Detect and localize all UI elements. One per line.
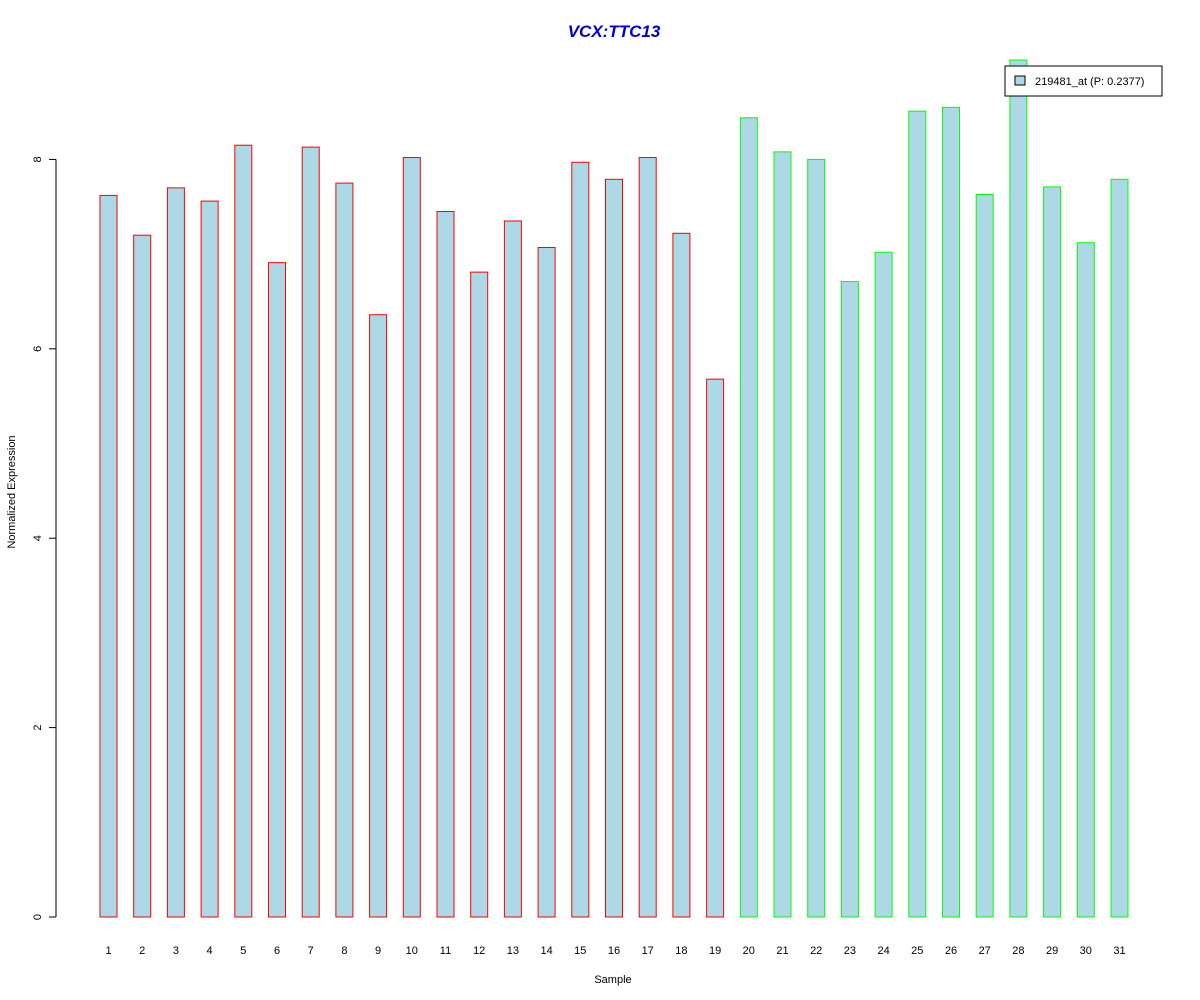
bar-sample-14 bbox=[537, 246, 556, 918]
x-tick-label: 26 bbox=[945, 945, 957, 957]
x-tick-label: 31 bbox=[1113, 945, 1125, 957]
x-tick-label: 12 bbox=[473, 945, 485, 957]
y-tick-label: 8 bbox=[32, 156, 44, 162]
bar-sample-29 bbox=[1043, 186, 1062, 918]
chart-title: VCX:TTC13 bbox=[568, 22, 661, 41]
x-tick-label: 18 bbox=[675, 945, 687, 957]
x-tick-label: 27 bbox=[979, 945, 991, 957]
x-tick-label: 22 bbox=[810, 945, 822, 957]
bar-sample-2 bbox=[133, 234, 152, 918]
bar-sample-22 bbox=[807, 158, 826, 918]
x-tick-label: 30 bbox=[1080, 945, 1092, 957]
y-axis: 0 2 4 6 8 bbox=[32, 156, 57, 920]
x-tick-label: 4 bbox=[207, 945, 213, 957]
x-tick-label: 5 bbox=[240, 945, 246, 957]
bar-sample-31 bbox=[1110, 178, 1129, 918]
bar-sample-23 bbox=[840, 281, 859, 918]
y-tick-label: 4 bbox=[32, 535, 44, 541]
y-tick-label: 6 bbox=[32, 346, 44, 352]
y-tick-label: 0 bbox=[32, 914, 44, 920]
bar-sample-26 bbox=[942, 106, 960, 918]
legend-swatch bbox=[1014, 75, 1026, 86]
legend-label: 219481_at (P: 0.2377) bbox=[1035, 76, 1144, 88]
bar-sample-1 bbox=[99, 194, 118, 918]
bar-sample-25 bbox=[908, 110, 927, 918]
x-tick-label: 11 bbox=[440, 945, 451, 957]
bar-sample-8 bbox=[335, 182, 354, 918]
y-axis-label: Normalized Expression bbox=[6, 435, 18, 548]
x-tick-label: 21 bbox=[776, 945, 788, 957]
x-tick-label: 23 bbox=[844, 945, 856, 957]
x-tick-label: 19 bbox=[709, 945, 721, 957]
x-tick-label: 15 bbox=[574, 945, 586, 957]
x-tick-label: 13 bbox=[507, 945, 519, 957]
bar-sample-19 bbox=[706, 378, 725, 918]
x-tick-label: 17 bbox=[642, 945, 654, 957]
bar-sample-4 bbox=[200, 200, 219, 918]
bar-sample-13 bbox=[503, 220, 522, 918]
x-tick-label: 9 bbox=[375, 945, 381, 957]
y-tick-label: 2 bbox=[32, 725, 44, 731]
bar-sample-11 bbox=[436, 211, 455, 918]
x-tick-labels: 1 2 3 4 5 6 7 8 9 10 11 12 13 14 15 16 17 18 19 20 21 22 23 24 2… bbox=[105, 945, 1125, 957]
bar-sample-17 bbox=[638, 157, 657, 918]
bar-sample-30 bbox=[1076, 242, 1095, 918]
x-tick-label: 20 bbox=[743, 945, 755, 957]
bars-group bbox=[99, 59, 1129, 918]
bar-sample-16 bbox=[605, 178, 623, 918]
bar-sample-10 bbox=[402, 157, 421, 918]
x-tick-label: 10 bbox=[406, 945, 418, 957]
bar-sample-21 bbox=[773, 151, 792, 918]
x-tick-label: 25 bbox=[911, 945, 923, 957]
bar-sample-3 bbox=[166, 187, 185, 918]
x-tick-label: 24 bbox=[877, 945, 889, 957]
legend-box bbox=[1004, 65, 1163, 97]
x-tick-label: 29 bbox=[1046, 945, 1058, 957]
bar-sample-12 bbox=[470, 271, 489, 918]
bar-sample-15 bbox=[571, 161, 590, 918]
bar-sample-20 bbox=[739, 117, 758, 918]
x-tick-label: 14 bbox=[540, 945, 552, 957]
x-tick-label: 3 bbox=[173, 945, 179, 957]
x-tick-label: 8 bbox=[341, 945, 347, 957]
x-tick-label: 28 bbox=[1012, 945, 1024, 957]
legend: 219481_at (P: 0.2377) bbox=[1004, 65, 1163, 97]
x-tick-label: 7 bbox=[308, 945, 314, 957]
x-tick-label: 1 bbox=[105, 945, 111, 957]
bar-sample-6 bbox=[268, 262, 286, 918]
bar-sample-28 bbox=[1009, 59, 1028, 918]
bar-sample-5 bbox=[234, 144, 253, 918]
x-tick-label: 16 bbox=[608, 945, 620, 957]
bar-sample-27 bbox=[975, 193, 994, 918]
x-tick-label: 2 bbox=[139, 945, 145, 957]
bar-sample-7 bbox=[301, 146, 320, 918]
x-tick-label: 6 bbox=[274, 945, 280, 957]
x-axis-label: Sample bbox=[594, 974, 631, 986]
bar-sample-9 bbox=[369, 314, 388, 918]
bar-sample-18 bbox=[672, 232, 691, 918]
bar-sample-24 bbox=[874, 251, 893, 918]
